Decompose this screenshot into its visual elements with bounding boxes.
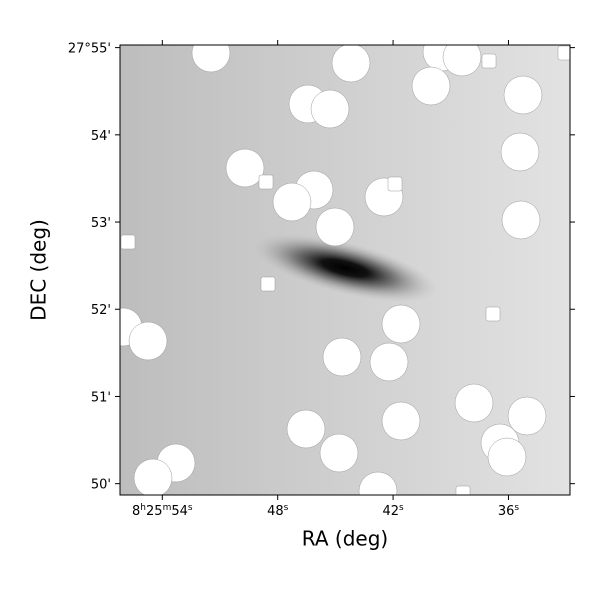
x-tick-label: 8h25m54s <box>132 503 193 519</box>
mask-circle <box>500 132 540 172</box>
mask-square <box>455 485 471 495</box>
mask-square <box>387 176 403 192</box>
mask-square <box>260 276 276 292</box>
mask-circle <box>128 321 168 361</box>
mask-circle <box>225 148 265 188</box>
mask-circle <box>286 409 326 449</box>
y-tick-label: 50' <box>91 478 111 493</box>
sky-image <box>120 45 570 495</box>
mask-square <box>258 174 274 190</box>
mask-circle <box>501 200 541 240</box>
mask-circle <box>331 45 371 83</box>
mask-circle <box>411 66 451 106</box>
mask-circle <box>315 207 355 247</box>
mask-circle <box>272 182 312 222</box>
y-axis-label: DEC (deg) <box>27 219 51 321</box>
mask-square <box>120 234 136 250</box>
mask-circle <box>310 89 350 129</box>
mask-circle <box>191 45 231 73</box>
mask-circle <box>358 471 398 495</box>
mask-circle <box>507 396 547 436</box>
x-tick-label: 42s <box>382 503 404 519</box>
mask-square <box>481 53 497 69</box>
mask-square <box>557 45 570 61</box>
y-tick-label: 54' <box>91 129 111 144</box>
mask-circle <box>381 401 421 441</box>
mask-circle <box>133 458 173 495</box>
x-tick-label: 48s <box>267 503 289 519</box>
mask-circle <box>487 437 527 477</box>
y-tick-label: 52' <box>91 303 111 318</box>
mask-circle <box>503 75 543 115</box>
x-tick-label: 36s <box>498 503 520 519</box>
mask-circle <box>454 383 494 423</box>
mask-circle <box>319 433 359 473</box>
plot-frame <box>119 44 571 496</box>
y-tick-label: 53' <box>91 216 111 231</box>
x-axis-label: RA (deg) <box>302 527 388 551</box>
mask-circle <box>369 342 409 382</box>
y-tick-label: 27°55' <box>68 42 111 57</box>
mask-circle <box>381 304 421 344</box>
mask-circle <box>442 45 482 77</box>
mask-circle <box>322 337 362 377</box>
mask-square <box>485 306 501 322</box>
y-tick-label: 51' <box>91 390 111 405</box>
